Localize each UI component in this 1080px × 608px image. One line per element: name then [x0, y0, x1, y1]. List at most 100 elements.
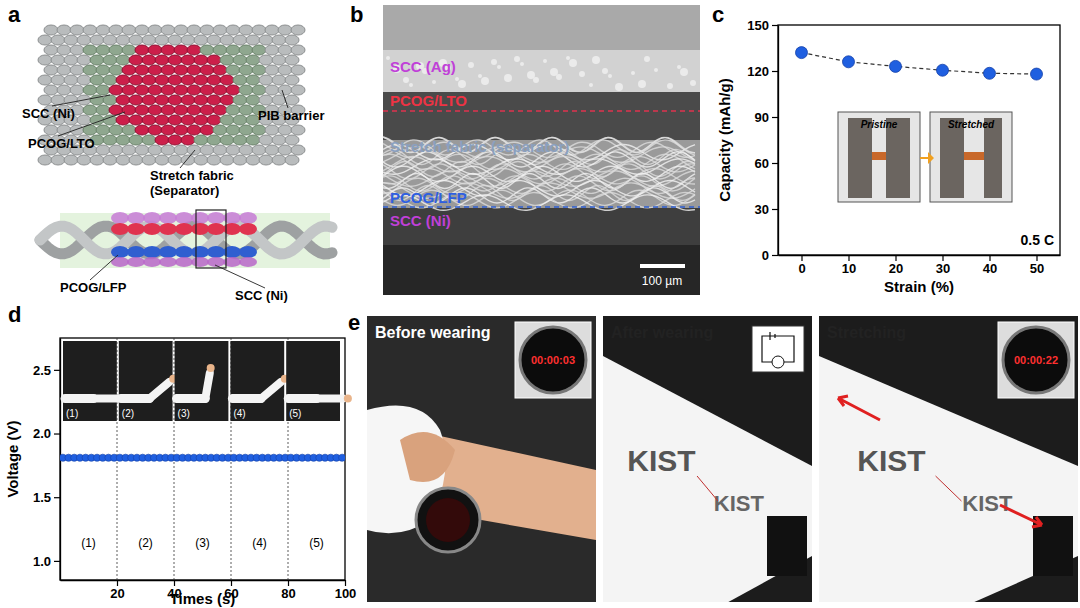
- knit-loop: [116, 115, 130, 125]
- label: PCOG/LFP: [390, 189, 467, 206]
- axis-title: Capacity (mAh/g): [716, 78, 733, 201]
- inset-photo: (4): [230, 341, 288, 421]
- knit-loop: [194, 135, 208, 145]
- knit-loop: [38, 35, 52, 45]
- tick-mark: [801, 255, 802, 261]
- knit-loop: [38, 75, 52, 85]
- knit-loop: [259, 55, 273, 65]
- pcog-lfp: [127, 246, 145, 258]
- inset-label: (3): [178, 408, 190, 419]
- panel-e: e00:00:03Before wearingKISTKISTAfter wea…: [348, 310, 1078, 602]
- label: SCC (Ni): [235, 288, 288, 303]
- plot-frame: [778, 25, 1060, 255]
- knit-loop: [38, 155, 52, 165]
- particle: [432, 80, 436, 84]
- particle: [566, 56, 570, 60]
- knit-loop: [200, 125, 214, 135]
- knit-loop: [129, 75, 143, 85]
- inset-label: (5): [289, 408, 301, 419]
- particle: [481, 77, 489, 85]
- inset-arrow: [920, 152, 934, 164]
- scc-ni-bottom: [175, 257, 193, 267]
- sample: [964, 152, 984, 160]
- knit-loop: [233, 155, 247, 165]
- knit-loop: [252, 25, 266, 35]
- sleeve: [603, 356, 812, 602]
- knit-loop: [161, 125, 175, 135]
- knit-loop: [70, 125, 84, 135]
- tick-mark: [345, 580, 346, 586]
- knit-loop: [83, 65, 97, 75]
- knit-loop: [265, 65, 279, 75]
- tick: 80: [281, 580, 295, 601]
- knit-loop: [194, 55, 208, 65]
- knit-loop: [129, 115, 143, 125]
- particle: [403, 77, 409, 83]
- tick-label: 50: [1030, 261, 1044, 276]
- tick: 1.5: [33, 490, 60, 505]
- data-point: [843, 56, 855, 68]
- knit-loop: [181, 75, 195, 85]
- tick-mark: [54, 433, 60, 434]
- inset-photo: Pristine: [838, 112, 920, 202]
- forearm: [205, 373, 210, 399]
- knit-loop: [239, 85, 253, 95]
- knit-loop: [103, 95, 117, 105]
- tick-mark: [54, 497, 60, 498]
- knit-loop: [181, 155, 195, 165]
- knit-loop: [148, 25, 162, 35]
- knit-loop: [272, 55, 286, 65]
- knit-loop: [77, 75, 91, 85]
- knit-loop: [272, 155, 286, 165]
- particle: [667, 83, 673, 89]
- knit-loop: [122, 25, 136, 35]
- particle: [608, 74, 612, 78]
- particle: [491, 59, 497, 65]
- knit-loop: [168, 115, 182, 125]
- knit-loop: [194, 115, 208, 125]
- tick-mark: [288, 580, 289, 586]
- knit-loop: [213, 25, 227, 35]
- pcog-lto: [175, 223, 193, 235]
- axis-title: Times (s): [170, 590, 236, 607]
- pib-layer: [60, 213, 330, 268]
- pcog-lto: [159, 223, 177, 235]
- scc-ni-top: [159, 212, 177, 224]
- tick-label: 0: [798, 261, 805, 276]
- watch-face: [426, 498, 470, 542]
- knit-loop: [187, 145, 201, 155]
- sample: [872, 152, 886, 160]
- knit-loop: [116, 75, 130, 85]
- knit-loop: [135, 25, 149, 35]
- data-line: [802, 53, 1037, 74]
- particle: [543, 59, 547, 63]
- x-axis: 01020304050: [779, 255, 1061, 276]
- tick-label: 100: [335, 586, 357, 601]
- inset-photo: (2): [119, 341, 177, 421]
- knit-loop: [90, 55, 104, 65]
- knit-loop: [135, 45, 149, 55]
- knit-loop: [77, 115, 91, 125]
- watch: [416, 488, 480, 552]
- knit-loop: [148, 145, 162, 155]
- knit-loop: [135, 65, 149, 75]
- stretch-arrow: [838, 396, 880, 420]
- scc-ni-top: [239, 212, 257, 224]
- upper-arm: [121, 394, 150, 403]
- knit-loop: [148, 105, 162, 115]
- knit-loop: [103, 35, 117, 45]
- tick-mark: [54, 561, 60, 562]
- knit-loop: [265, 25, 279, 35]
- knit-loop: [226, 25, 240, 35]
- knit-loop: [161, 105, 175, 115]
- knit-loop: [64, 155, 78, 165]
- knit-loop: [200, 25, 214, 35]
- scc-ni-top: [191, 212, 209, 224]
- data-point: [984, 67, 996, 79]
- sem-layer: [383, 245, 700, 295]
- knit-loop: [285, 35, 299, 45]
- knit-loop: [109, 25, 123, 35]
- knit-loop: [51, 155, 65, 165]
- knit-loop: [135, 145, 149, 155]
- knit-loop: [194, 155, 208, 165]
